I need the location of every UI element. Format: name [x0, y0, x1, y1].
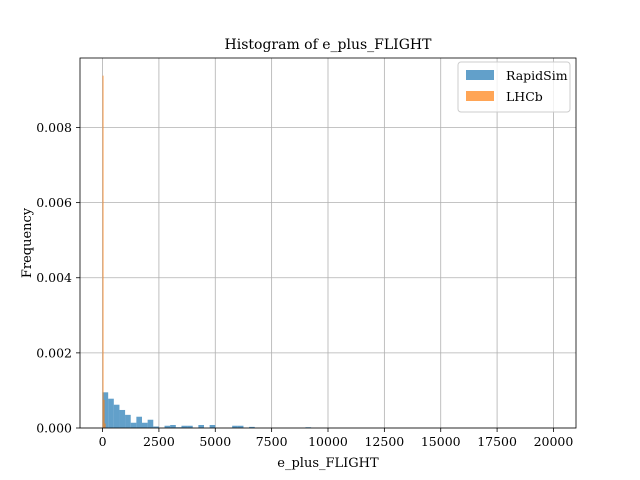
series-lhcb — [102, 75, 106, 429]
histogram-bar — [187, 425, 193, 428]
histogram-bar — [237, 425, 244, 428]
histogram-bar — [181, 425, 188, 428]
x-tick-label: 10000 — [308, 434, 348, 449]
histogram-bar — [119, 409, 126, 428]
histogram-bar — [232, 425, 238, 428]
x-tick-label: 15000 — [421, 434, 461, 449]
y-tick-label: 0.004 — [36, 270, 72, 285]
chart-title: Histogram of e_plus_FLIGHT — [225, 37, 433, 53]
legend-swatch-lhcb — [466, 91, 494, 101]
x-tick-label: 0 — [99, 434, 107, 449]
histogram-bar — [102, 392, 109, 428]
y-axis-ticks: 0.000 0.002 0.004 0.006 0.008 — [36, 120, 80, 436]
legend: RapidSim LHCb — [457, 61, 571, 113]
x-tick-label: 12500 — [364, 434, 404, 449]
histogram-bar — [108, 398, 114, 428]
x-tick-label: 20000 — [534, 434, 574, 449]
grid-lines — [80, 58, 576, 429]
histogram-bar — [104, 423, 106, 428]
y-tick-label: 0.000 — [36, 421, 72, 436]
x-axis-ticks: 0 2500 5000 7500 10000 12500 15000 17500 20000 — [99, 428, 574, 449]
histogram-bars — [102, 75, 312, 429]
y-tick-label: 0.008 — [36, 120, 72, 135]
histogram-bar — [130, 422, 137, 428]
histogram-bar — [198, 424, 204, 428]
y-axis-label: Frequency — [20, 207, 35, 278]
x-tick-label: 17500 — [477, 434, 517, 449]
histogram-bar — [153, 426, 159, 428]
x-axis-label: e_plus_FLIGHT — [277, 456, 379, 471]
histogram-bar — [113, 404, 120, 428]
histogram-bar — [170, 424, 176, 428]
y-tick-label: 0.002 — [36, 345, 72, 360]
histogram-bar — [102, 75, 104, 429]
x-tick-label: 7500 — [256, 434, 288, 449]
series-rapidsim — [102, 392, 312, 428]
legend-label-rapidsim: RapidSim — [506, 68, 568, 83]
histogram-bar — [164, 425, 171, 428]
histogram-bar — [103, 399, 105, 428]
histogram-bar — [125, 414, 131, 428]
histogram-bar — [142, 422, 148, 428]
legend-label-lhcb: LHCb — [506, 89, 543, 104]
histogram-bar — [147, 419, 154, 428]
x-tick-label: 2500 — [143, 434, 175, 449]
histogram-bar — [209, 424, 216, 428]
histogram-bar — [136, 416, 142, 428]
x-tick-label: 5000 — [199, 434, 231, 449]
y-tick-label: 0.006 — [36, 195, 72, 210]
legend-swatch-rapidsim — [466, 70, 494, 80]
histogram-bar — [249, 426, 255, 428]
